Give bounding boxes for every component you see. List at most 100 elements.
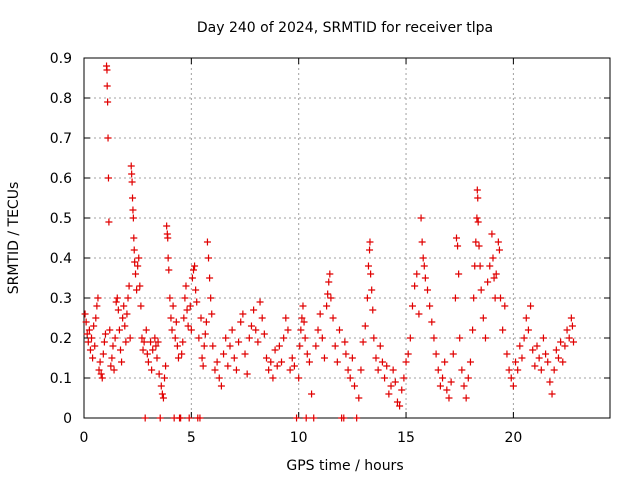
data-point <box>129 214 137 222</box>
data-point <box>107 362 115 370</box>
data-point <box>341 338 349 346</box>
data-point <box>473 214 481 222</box>
data-point <box>88 334 96 342</box>
data-point <box>308 390 316 398</box>
data-point <box>275 342 283 350</box>
data-point <box>116 346 124 354</box>
data-point <box>531 362 539 370</box>
data-point <box>364 262 372 270</box>
data-point <box>232 366 240 374</box>
data-point <box>417 214 425 222</box>
data-point <box>181 294 189 302</box>
y-tick-label: 0.4 <box>50 251 72 267</box>
data-point <box>237 318 245 326</box>
data-point <box>323 302 331 310</box>
axis-ticks: 0 0.1 0.2 0.3 0.4 0.5 0.6 0.7 0.8 0.9 0 5 10 15 20 <box>50 51 610 446</box>
x-tick-label: 0 <box>80 430 89 446</box>
data-point <box>351 382 359 390</box>
data-point <box>94 294 102 302</box>
data-point <box>90 322 98 330</box>
data-point <box>331 342 339 350</box>
data-point <box>454 242 462 250</box>
data-point <box>126 334 134 342</box>
data-point <box>452 234 460 242</box>
data-point <box>93 302 101 310</box>
data-point <box>224 362 232 370</box>
data-point <box>316 310 324 318</box>
data-point <box>475 242 483 250</box>
data-point <box>479 314 487 322</box>
data-point <box>91 342 99 350</box>
data-point <box>302 414 310 422</box>
data-point <box>441 358 449 366</box>
chart-title: Day 240 of 2024, SRMTID for receiver tlp… <box>197 20 493 36</box>
data-point <box>163 222 171 230</box>
data-point <box>151 334 159 342</box>
data-point <box>134 262 142 270</box>
data-point <box>546 378 554 386</box>
data-point <box>156 414 164 422</box>
x-tick-label: 10 <box>290 430 308 446</box>
data-point <box>269 374 277 382</box>
data-point <box>462 394 470 402</box>
data-point <box>83 330 91 338</box>
data-point <box>105 218 113 226</box>
data-point <box>130 234 138 242</box>
y-tick-label: 0.7 <box>50 131 72 147</box>
data-point <box>325 278 333 286</box>
data-point <box>288 354 296 362</box>
data-point <box>115 326 123 334</box>
data-point <box>324 290 332 298</box>
data-point <box>206 274 214 282</box>
data-point <box>260 330 268 338</box>
data-point <box>472 238 480 246</box>
x-tick-label: 20 <box>504 430 522 446</box>
data-point <box>186 302 194 310</box>
data-point <box>133 286 141 294</box>
data-point <box>200 342 208 350</box>
data-point <box>366 238 374 246</box>
data-point <box>301 334 309 342</box>
data-point <box>439 374 447 382</box>
data-point <box>458 366 466 374</box>
data-point <box>241 350 249 358</box>
data-point <box>486 262 494 270</box>
data-point <box>329 314 337 322</box>
data-point <box>539 334 547 342</box>
data-point <box>85 326 93 334</box>
data-point <box>174 354 182 362</box>
data-point <box>421 274 429 282</box>
data-point <box>411 282 419 290</box>
data-point <box>355 394 363 402</box>
data-point <box>557 338 565 346</box>
data-point <box>110 366 118 374</box>
data-point <box>162 362 170 370</box>
data-point <box>368 286 376 294</box>
data-point <box>254 338 262 346</box>
data-point <box>353 414 361 422</box>
x-tick-label: 15 <box>397 430 415 446</box>
data-point <box>106 326 114 334</box>
data-point <box>563 326 571 334</box>
data-point <box>503 350 511 358</box>
data-point <box>82 318 90 326</box>
data-point <box>300 318 308 326</box>
data-point <box>161 374 169 382</box>
data-point <box>320 354 328 362</box>
data-point <box>135 254 143 262</box>
data-point <box>537 366 545 374</box>
data-point <box>451 294 459 302</box>
data-point <box>193 298 201 306</box>
data-point <box>568 322 576 330</box>
data-point <box>205 254 213 262</box>
data-point <box>89 354 97 362</box>
data-point <box>187 326 195 334</box>
data-point <box>284 326 292 334</box>
data-point <box>327 294 335 302</box>
data-point <box>199 362 207 370</box>
data-point <box>95 366 103 374</box>
data-point <box>130 246 138 254</box>
data-point <box>209 342 217 350</box>
data-point <box>469 326 477 334</box>
data-point <box>131 258 139 266</box>
